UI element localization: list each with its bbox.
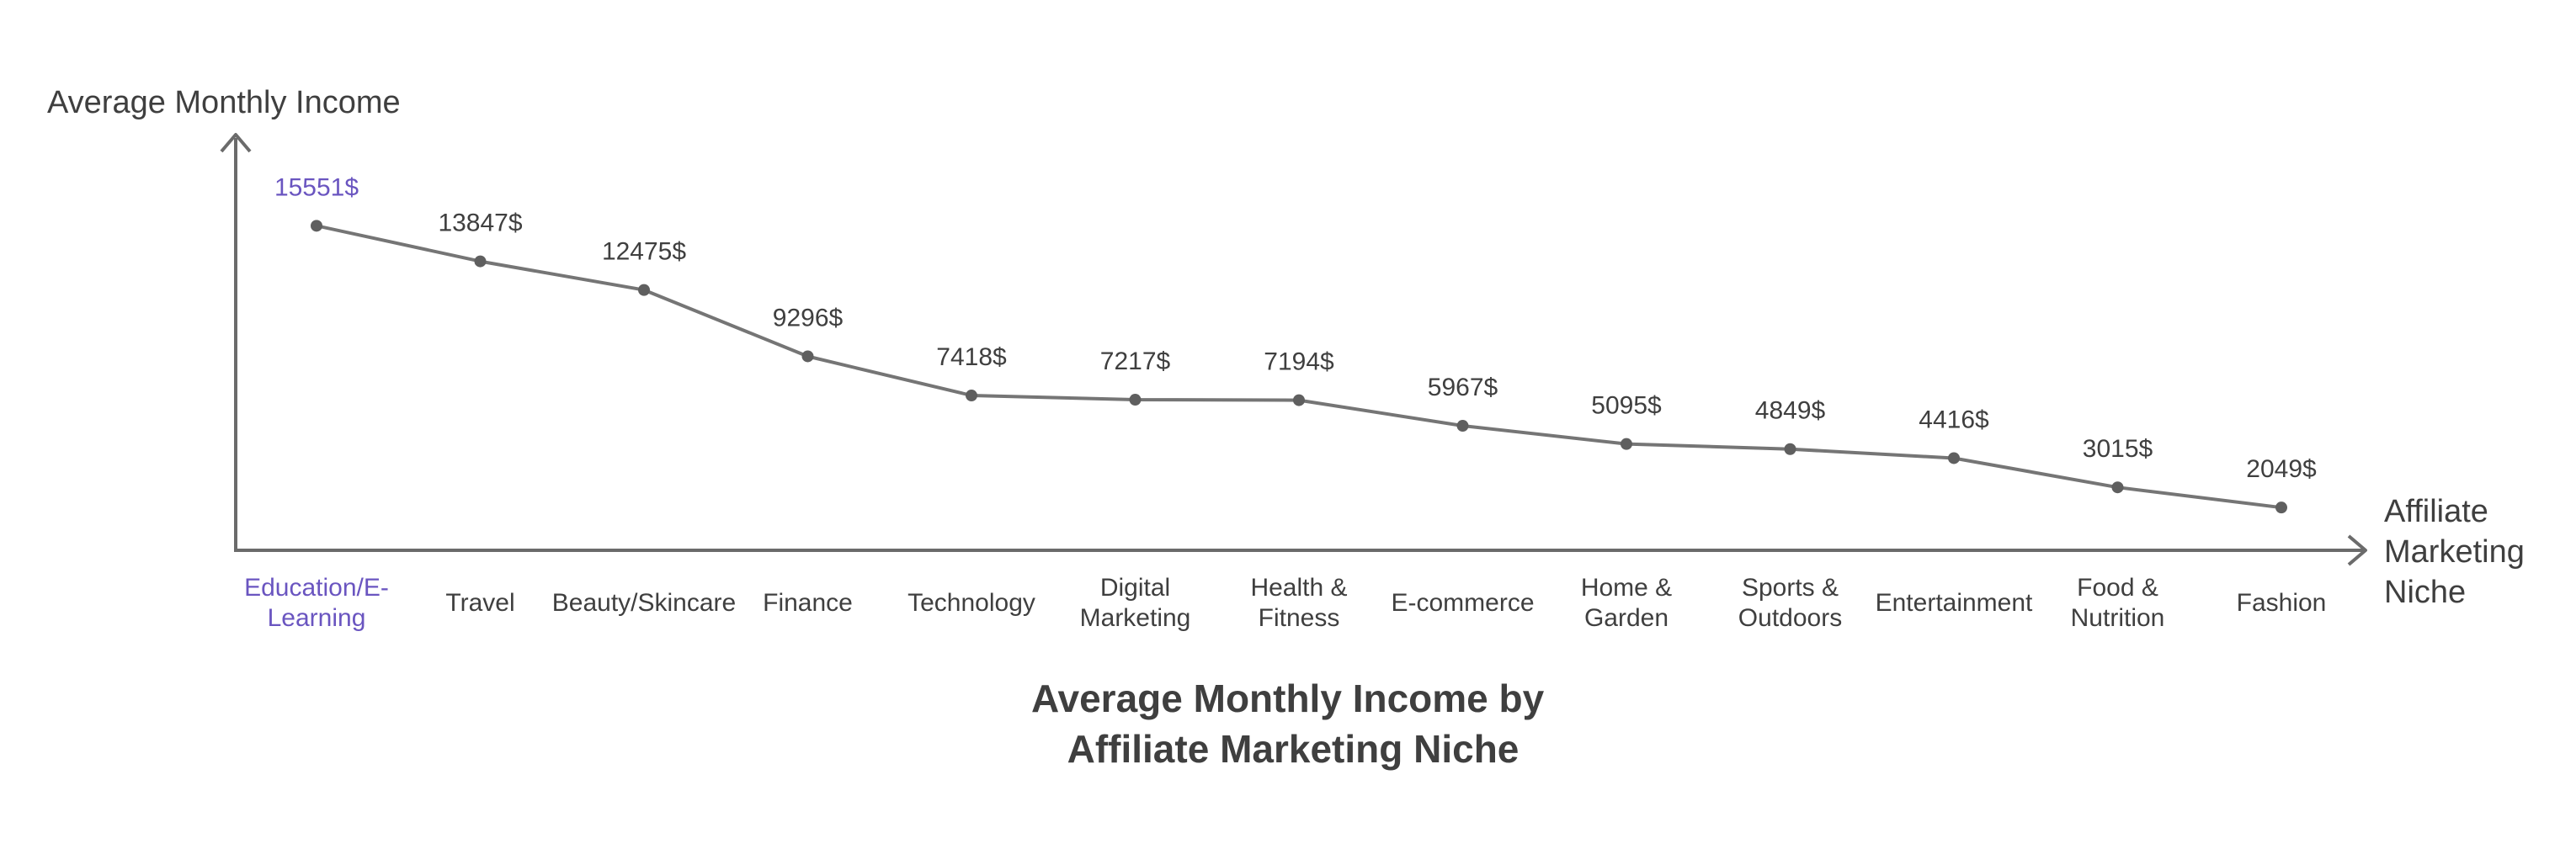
x-axis-label: Affiliate Marketing Niche xyxy=(2384,494,2533,610)
data-point xyxy=(801,350,814,363)
data-point xyxy=(1293,394,1305,406)
x-tick-label-line: Fashion xyxy=(2237,589,2327,617)
data-label: 5095$ xyxy=(1591,392,1662,420)
x-tick-label-line: Health & xyxy=(1250,574,1347,602)
data-label: 7217$ xyxy=(1100,348,1171,375)
x-tick-label: Food & Nutrition xyxy=(2071,574,2165,632)
x-tick-label-line: Marketing xyxy=(1080,604,1191,632)
data-label: 9296$ xyxy=(773,304,844,332)
data-point xyxy=(638,284,650,296)
x-tick-label: Home & Garden xyxy=(1581,574,1672,632)
x-tick-label: Travel xyxy=(445,589,514,617)
data-label: 13847$ xyxy=(438,210,522,237)
chart-title-line: Average Monthly Income by xyxy=(1031,677,1545,720)
data-label: 5967$ xyxy=(1428,374,1498,401)
x-tick-label-line: Outdoors xyxy=(1738,604,1842,632)
x-tick-label-line: Fitness xyxy=(1259,604,1340,632)
x-tick-label-line: Garden xyxy=(1584,604,1669,632)
x-tick-label-line: Entertainment xyxy=(1876,589,2033,617)
data-point xyxy=(2111,481,2124,494)
x-tick-label-line: Nutrition xyxy=(2071,604,2165,632)
x-tick-label-line: E-commerce xyxy=(1391,589,1534,617)
x-tick-label: Beauty/Skincare xyxy=(552,589,736,617)
data-label: 12475$ xyxy=(602,238,686,266)
data-label: 4849$ xyxy=(1755,397,1826,425)
x-tick-label: E-commerce xyxy=(1391,589,1534,617)
data-label: 3015$ xyxy=(2083,435,2153,463)
y-axis-arrowhead xyxy=(220,133,252,153)
x-tick-label: Entertainment xyxy=(1876,589,2033,617)
data-label: 15551$ xyxy=(274,173,359,201)
x-tick-label-line: Finance xyxy=(763,589,853,617)
x-tick-label-line: Technology xyxy=(907,589,1035,617)
data-points xyxy=(311,220,2287,514)
x-tick-label: Education/E-Learning xyxy=(244,574,389,632)
chart-title-line: Affiliate Marketing Niche xyxy=(1067,727,1520,771)
data-point xyxy=(474,255,487,268)
data-point xyxy=(1784,443,1796,455)
x-tick-label-line: Education/E- xyxy=(244,574,389,602)
data-point xyxy=(2275,501,2287,514)
x-tick-label: Digital Marketing xyxy=(1080,574,1191,632)
x-axis-label-line: Affiliate xyxy=(2384,494,2488,529)
x-tick-label-line: Food & xyxy=(2077,574,2158,602)
data-label: 7194$ xyxy=(1264,348,1334,376)
x-tick-label-line: Beauty/Skincare xyxy=(552,589,736,617)
x-tick-label: Finance xyxy=(763,589,853,617)
x-tick-label: Sports & Outdoors xyxy=(1738,574,1842,632)
x-tick-label-line: Digital xyxy=(1100,574,1170,602)
x-tick-labels: Education/E-Learning Travel Beauty/Skincar… xyxy=(244,574,2326,632)
data-point xyxy=(966,390,977,402)
data-point xyxy=(1129,394,1142,406)
x-tick-label: Technology xyxy=(907,589,1035,617)
x-axis-arrowhead xyxy=(2347,534,2367,566)
data-point xyxy=(1456,420,1469,432)
data-labels: 15551$ 13847$ 12475$ 9296$ 7418$ 7217$ 7194$ 59… xyxy=(274,173,2317,483)
x-axis-label-line: Niche xyxy=(2384,575,2466,610)
x-tick-label-line: Home & xyxy=(1581,574,1672,602)
chart-title: Average Monthly Income by Affiliate Mark… xyxy=(1031,677,1555,771)
data-label: 7418$ xyxy=(936,343,1007,371)
x-tick-label-line: Sports & xyxy=(1742,574,1839,602)
x-axis-label-line: Marketing xyxy=(2384,534,2525,570)
data-point xyxy=(311,220,322,232)
x-tick-label: Health & Fitness xyxy=(1250,574,1347,632)
x-tick-label: Fashion xyxy=(2237,589,2327,617)
y-axis-label: Average Monthly Income xyxy=(47,85,401,120)
data-point xyxy=(1948,452,1960,464)
data-label: 4416$ xyxy=(1919,406,1989,433)
data-label: 2049$ xyxy=(2246,455,2317,483)
data-point xyxy=(1621,438,1632,450)
x-tick-label-line: Travel xyxy=(445,589,514,617)
x-tick-label-line: Learning xyxy=(268,604,366,632)
